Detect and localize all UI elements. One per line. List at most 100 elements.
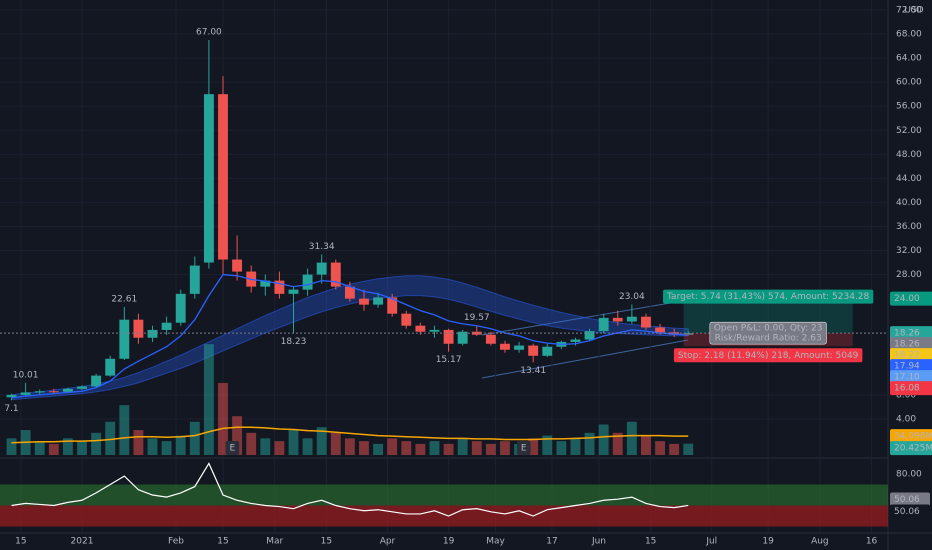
x-tick-label: 15 bbox=[645, 537, 656, 547]
candle-body bbox=[330, 262, 341, 287]
volume-bar bbox=[175, 435, 186, 455]
high-low-label: 22.61 bbox=[111, 295, 137, 305]
volume-bar bbox=[542, 435, 553, 455]
rsi-upper-zone bbox=[0, 484, 888, 506]
candle-body bbox=[373, 297, 384, 305]
rsi-tick-label: 80.00 bbox=[896, 469, 922, 479]
candle-body bbox=[218, 94, 228, 260]
volume-bar bbox=[91, 432, 102, 455]
volume-bar bbox=[62, 438, 73, 455]
price-tag: 16.08 bbox=[894, 384, 920, 394]
candle-body bbox=[175, 293, 186, 323]
volume-bar bbox=[570, 438, 581, 455]
candle-body bbox=[203, 94, 214, 263]
x-tick-label: 19 bbox=[443, 537, 455, 547]
rsi-line bbox=[11, 462, 689, 517]
candle-body bbox=[232, 259, 243, 272]
volume-bar bbox=[387, 438, 398, 455]
candle-body bbox=[655, 327, 666, 333]
volume-bar bbox=[373, 443, 384, 455]
volume-bar bbox=[415, 443, 426, 455]
x-tick-label: 2021 bbox=[71, 537, 94, 547]
volume-bar bbox=[344, 438, 355, 455]
candle-body bbox=[485, 334, 496, 344]
price-tag-bg bbox=[890, 370, 932, 385]
volume-bar bbox=[683, 443, 694, 455]
y-tick-label: 40.00 bbox=[896, 198, 922, 208]
volume-bar bbox=[246, 432, 257, 455]
stop-label: Stop: 2.18 (11.94%) 218, Amount: 5049 bbox=[678, 351, 859, 361]
volume-bar bbox=[316, 427, 327, 455]
volume-bar bbox=[302, 438, 313, 455]
volume-bar bbox=[528, 438, 539, 455]
volume-bar bbox=[260, 438, 271, 455]
event-marker-bg bbox=[516, 441, 531, 455]
volume-bar bbox=[584, 432, 595, 455]
candle-body bbox=[683, 333, 694, 335]
volume-bar bbox=[471, 441, 482, 455]
y-tick-label: 56.00 bbox=[896, 102, 922, 112]
volume-bar bbox=[330, 432, 341, 455]
x-tick-label: Jun bbox=[591, 537, 606, 547]
volume-bar bbox=[500, 441, 510, 455]
candle-body bbox=[457, 331, 468, 344]
volume-bar bbox=[655, 441, 666, 455]
price-tag: 18.22 bbox=[894, 351, 920, 361]
volume-bar bbox=[641, 435, 651, 455]
price-tag: 17.10 bbox=[894, 373, 920, 383]
candle-body bbox=[528, 345, 539, 356]
high-low-label: 31.34 bbox=[309, 242, 335, 252]
x-tick-label: 17 bbox=[546, 537, 557, 547]
volume-bar bbox=[429, 441, 440, 455]
high-low-label: 7.1 bbox=[4, 404, 18, 414]
rsi-lower-zone bbox=[0, 505, 888, 527]
volume-bar bbox=[105, 421, 116, 455]
high-low-label: 10.01 bbox=[13, 370, 39, 380]
volume-bar bbox=[119, 405, 130, 455]
volume-bar bbox=[401, 441, 412, 455]
high-low-label: 19.57 bbox=[464, 313, 490, 323]
rsi-tag-bg bbox=[890, 492, 930, 507]
candle-body bbox=[415, 325, 426, 332]
candle-body bbox=[77, 386, 87, 389]
candle-body bbox=[626, 316, 637, 322]
volume-bar bbox=[189, 421, 200, 455]
y-tick-label: 44.00 bbox=[896, 174, 922, 184]
candle-body bbox=[542, 346, 553, 356]
x-tick-label: Jul bbox=[705, 537, 717, 547]
candle-body bbox=[189, 265, 200, 294]
candle-body bbox=[6, 394, 17, 398]
rsi-tag: 50.06 bbox=[894, 495, 920, 505]
candle-body bbox=[260, 280, 271, 287]
price-tag-bg bbox=[890, 381, 932, 396]
volume-bar bbox=[359, 441, 369, 455]
volume-bar bbox=[457, 438, 468, 455]
position-info: Open P&L: 0.00, Qty: 23 bbox=[714, 324, 823, 334]
candle-body bbox=[288, 289, 299, 294]
x-tick-label: 15 bbox=[15, 537, 26, 547]
price-tag: 24.00 bbox=[894, 294, 920, 304]
position-info-bg bbox=[709, 321, 827, 345]
candle-body bbox=[133, 319, 144, 338]
candle-body bbox=[119, 319, 130, 359]
candle-body bbox=[302, 274, 313, 290]
high-low-label: 15.17 bbox=[436, 355, 462, 365]
x-tick-label: Feb bbox=[168, 537, 184, 547]
ma-band bbox=[11, 275, 689, 401]
candle-body bbox=[62, 388, 73, 392]
candle-body bbox=[401, 313, 412, 326]
x-tick-label: 19 bbox=[762, 537, 774, 547]
candle-body bbox=[514, 345, 525, 350]
volume-tag-bg bbox=[890, 441, 932, 456]
x-tick-label: Mar bbox=[266, 537, 283, 547]
y-tick-label: 52.00 bbox=[896, 126, 922, 136]
volume-bar bbox=[669, 443, 680, 455]
position-info: Risk/Reward Ratio: 2.63 bbox=[715, 334, 822, 344]
x-tick-label: 15 bbox=[217, 537, 228, 547]
candle-body bbox=[48, 391, 59, 393]
event-marker-bg bbox=[225, 441, 240, 455]
candle-body bbox=[20, 392, 31, 395]
volume-bar bbox=[203, 344, 214, 455]
price-tag-bg bbox=[890, 326, 932, 341]
candle-body bbox=[316, 262, 327, 275]
